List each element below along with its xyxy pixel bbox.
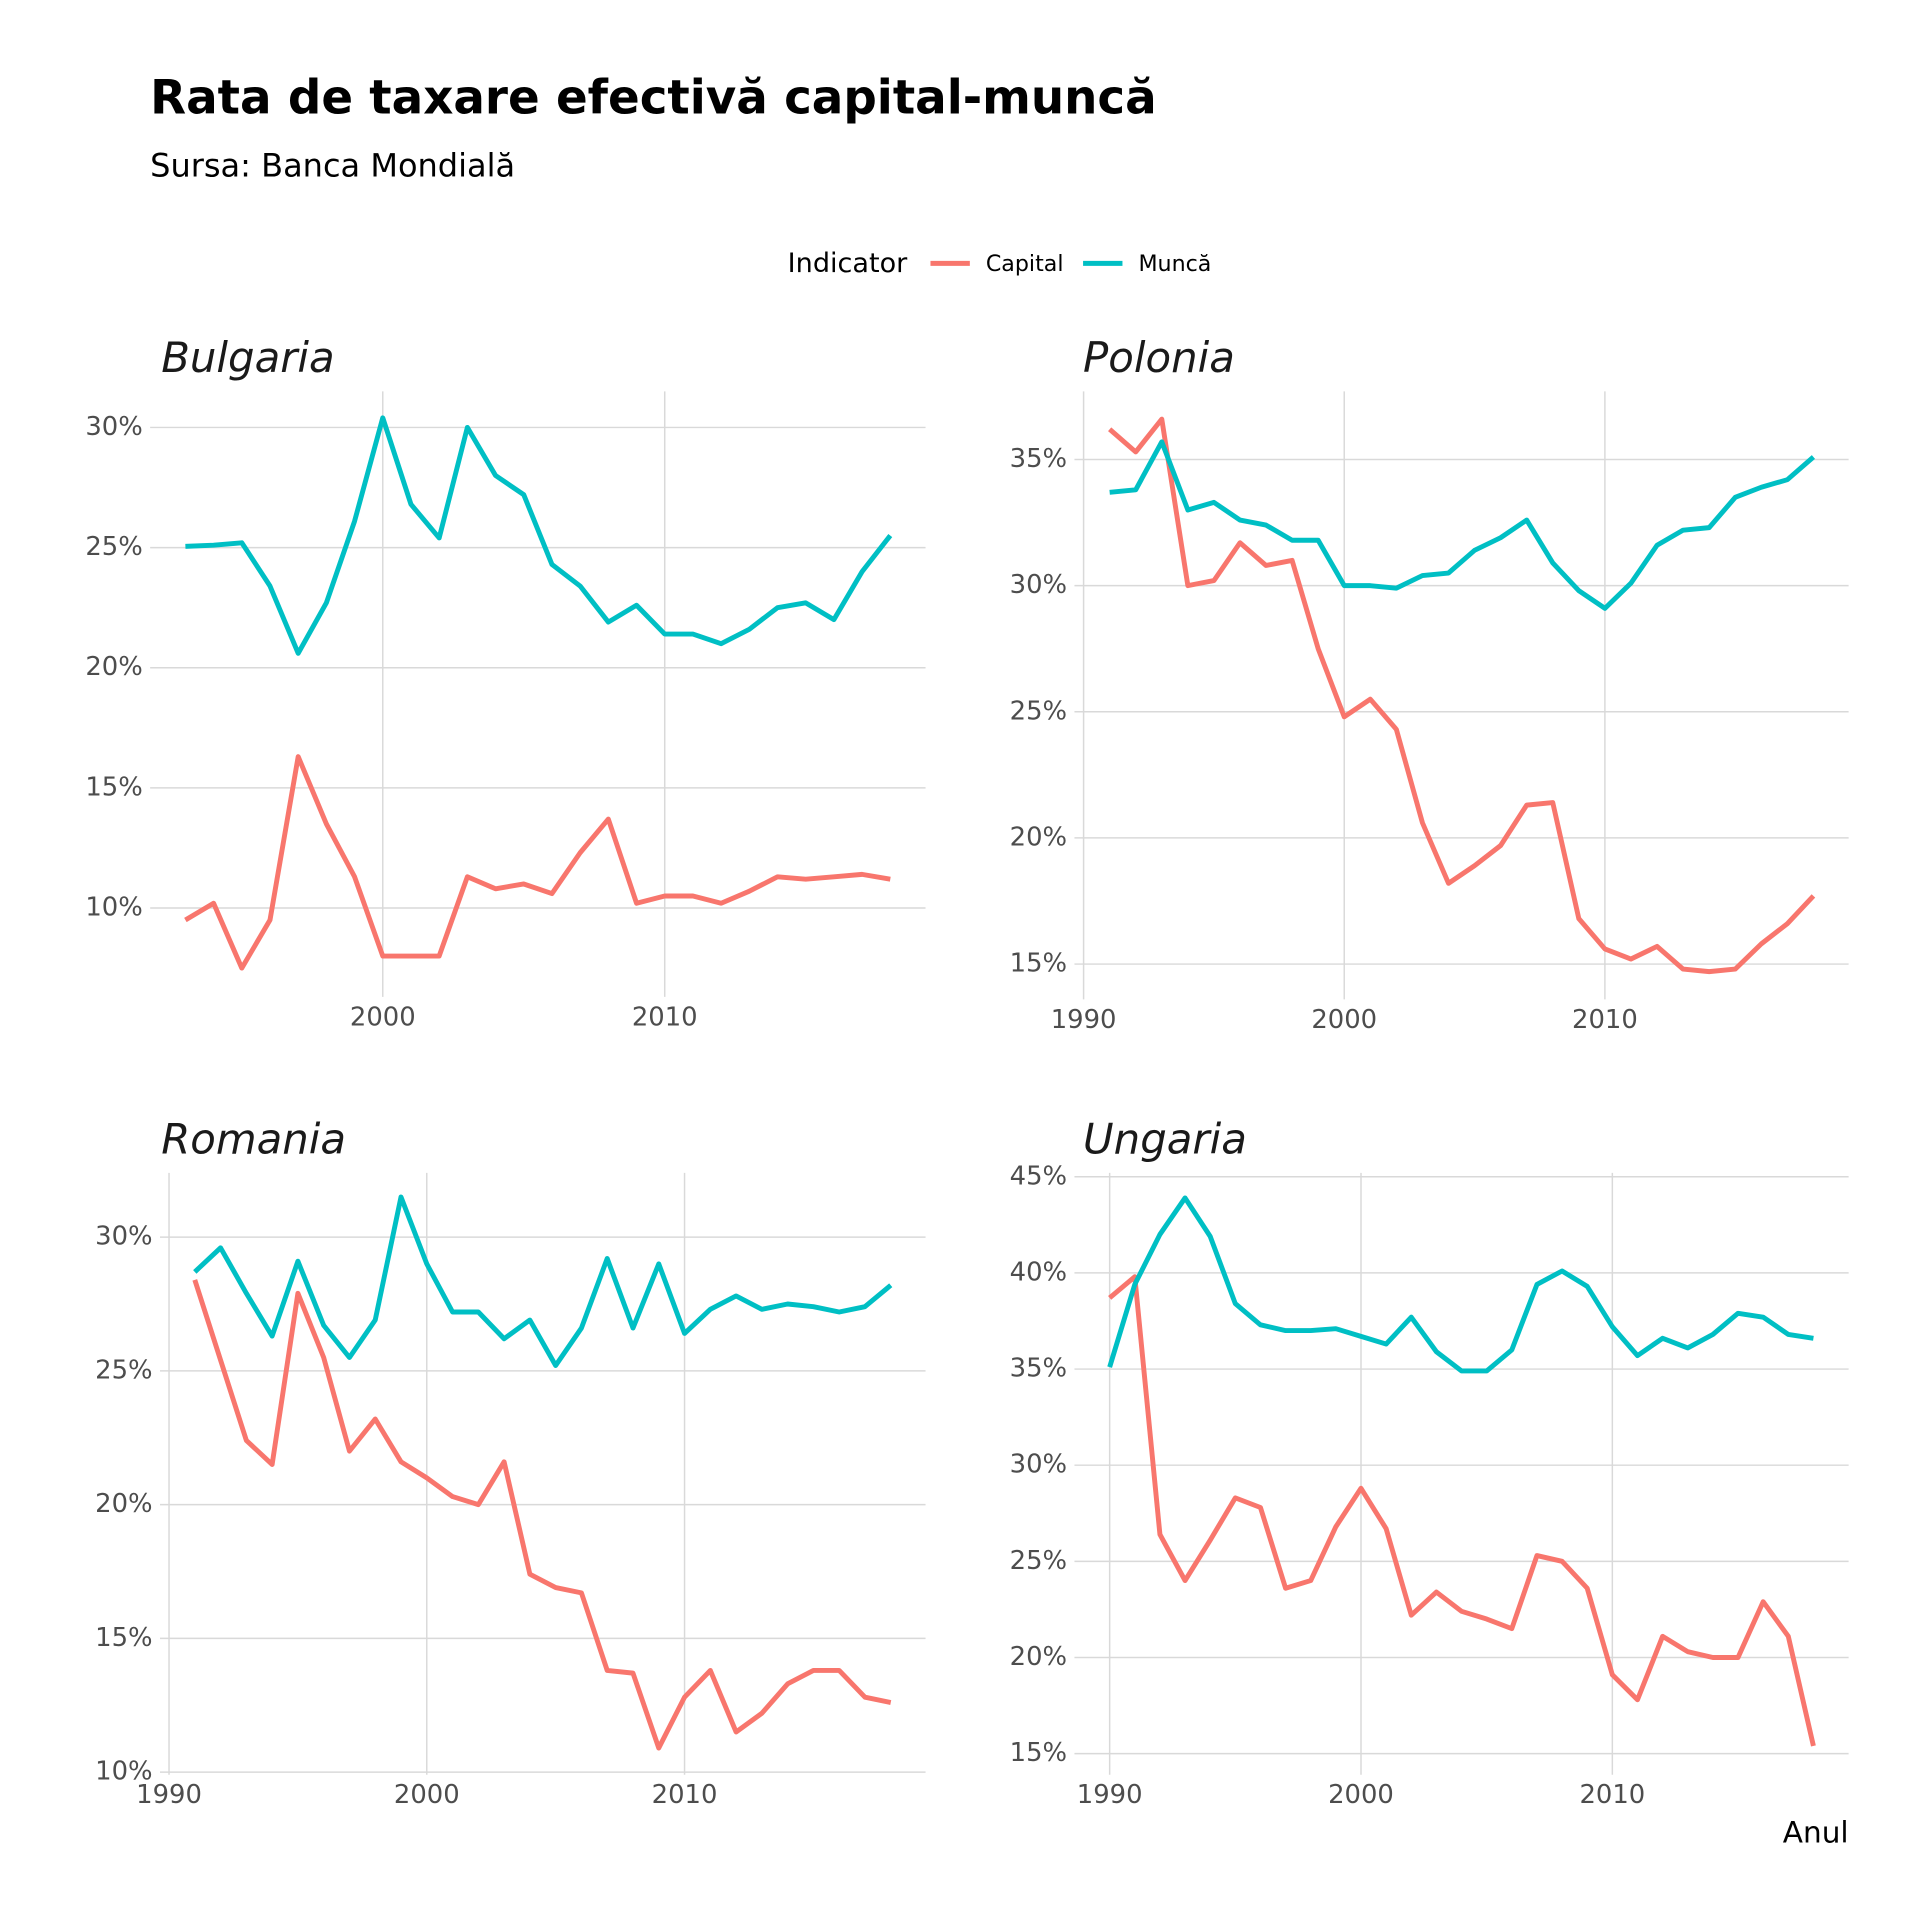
data-line [1108, 416, 1816, 975]
y-tick-label: 25% [1010, 1546, 1067, 1576]
y-tick-label: 10% [85, 893, 142, 923]
data-line [1107, 1195, 1814, 1374]
y-tick-label: 20% [1010, 822, 1067, 852]
chart-subtitle: Sursa: Banca Mondială [150, 146, 515, 184]
y-tick-label: 25% [1010, 696, 1067, 726]
y-tick-label: 25% [85, 532, 142, 562]
y-tick-label: 30% [1010, 570, 1067, 600]
y-tick-label: 15% [1010, 949, 1067, 979]
x-tick-label: 1990 [136, 1780, 202, 1810]
data-line [193, 1194, 893, 1368]
legend-label: Muncă [1138, 251, 1211, 277]
y-tick-label: 25% [95, 1355, 152, 1385]
y-tick-label: 35% [1010, 444, 1067, 474]
y-tick-label: 15% [1010, 1738, 1067, 1768]
data-line [184, 754, 891, 971]
y-tick-label: 10% [95, 1757, 152, 1787]
x-tick-label: 2000 [394, 1780, 460, 1810]
legend-title: Indicator [788, 248, 908, 279]
data-line [1108, 1274, 1816, 1747]
x-tick-label: 1990 [1077, 1780, 1143, 1810]
y-tick-label: 45% [1010, 1161, 1067, 1191]
panel-title: Polonia [1083, 333, 1235, 382]
y-tick-label: 20% [1010, 1642, 1067, 1672]
panel-title: Ungaria [1083, 1115, 1247, 1164]
chart-title: Rata de taxare efectivă capital-muncă [150, 71, 1157, 125]
data-line [185, 415, 893, 656]
x-tick-label: 2010 [652, 1780, 718, 1810]
y-tick-label: 20% [85, 652, 142, 682]
x-tick-label: 2010 [632, 1002, 698, 1032]
x-axis-title: Anul [1783, 1815, 1849, 1849]
x-tick-label: 1990 [1051, 1005, 1117, 1035]
y-tick-label: 15% [85, 772, 142, 802]
x-tick-label: 2010 [1579, 1780, 1645, 1810]
panel-title: Bulgaria [161, 333, 334, 382]
x-tick-label: 2000 [350, 1002, 416, 1032]
panel-title: Romania [161, 1115, 346, 1164]
y-tick-label: 30% [1010, 1450, 1067, 1480]
y-tick-label: 30% [95, 1222, 152, 1252]
data-line [1109, 439, 1816, 611]
y-tick-label: 40% [1010, 1257, 1067, 1287]
x-tick-label: 2010 [1572, 1005, 1638, 1035]
data-line [192, 1279, 892, 1751]
x-tick-label: 2000 [1328, 1780, 1394, 1810]
y-tick-label: 30% [85, 412, 142, 442]
x-tick-label: 2000 [1311, 1005, 1377, 1035]
y-tick-label: 35% [1010, 1354, 1067, 1384]
y-tick-label: 20% [95, 1489, 152, 1519]
y-tick-label: 15% [95, 1623, 152, 1653]
legend-label: Capital [986, 251, 1064, 277]
